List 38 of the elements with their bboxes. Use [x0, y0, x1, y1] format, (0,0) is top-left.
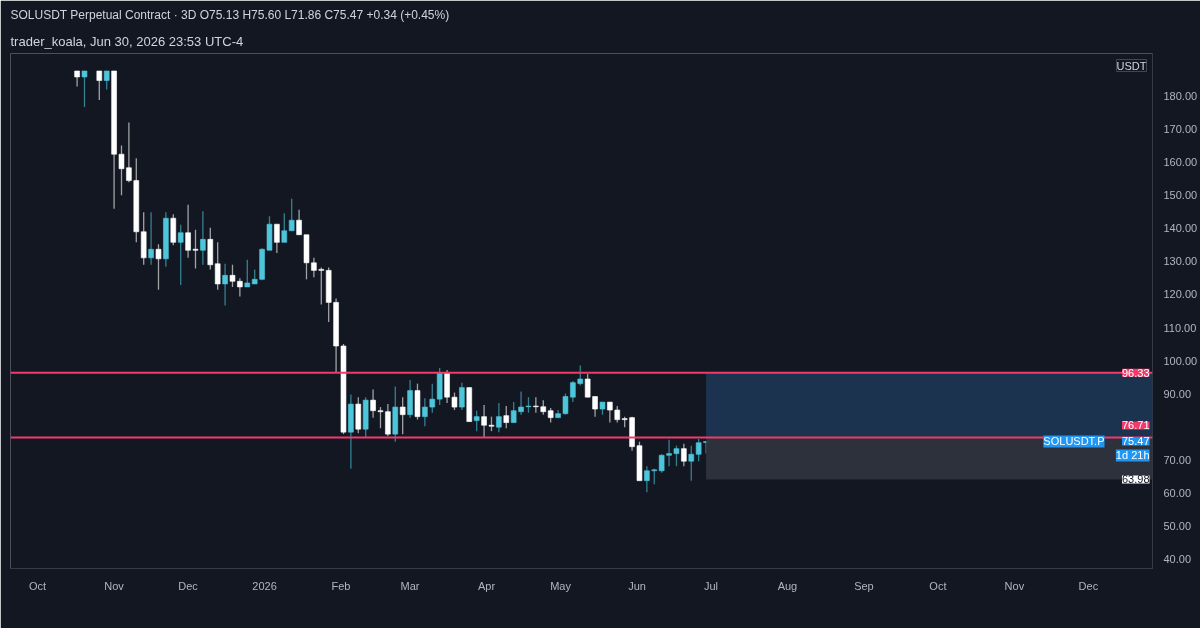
- ref-line-label: 96.33: [1121, 366, 1150, 379]
- y-tick-label: 60.00: [1163, 486, 1192, 499]
- chart-subtitle: SOLUSDT Perpetual Contract · 3D O75.13 H75.60 L71.86 C75.47 +0.34 (+0.45%): [10, 7, 450, 22]
- annotation: 75.47: [1121, 435, 1150, 448]
- y-tick-label: 150.00: [1163, 189, 1198, 202]
- y-tick-label: 160.00: [1163, 156, 1198, 169]
- x-tick-label: Feb: [331, 579, 351, 592]
- x-tick-label: 2026: [252, 579, 277, 592]
- x-tick-label: Dec: [178, 579, 199, 592]
- y-tick-label: 70.00: [1163, 453, 1192, 466]
- annotation: 1d 21h: [1115, 449, 1150, 462]
- y-tick-label: 110.00: [1163, 321, 1197, 334]
- y-tick-label: 140.00: [1163, 222, 1198, 235]
- y-tick-label: 120.00: [1163, 288, 1198, 301]
- x-tick-label: Sep: [854, 579, 874, 592]
- y-tick-label: 90.00: [1163, 387, 1192, 400]
- y-tick-label: 130.00: [1163, 255, 1198, 268]
- x-tick-label: Jul: [703, 579, 719, 592]
- chart-title: trader_koala, Jun 30, 2026 23:53 UTC-4: [10, 33, 244, 49]
- annotation: SOLUSDT.P: [1043, 435, 1105, 448]
- x-tick-label: Dec: [1078, 579, 1099, 592]
- x-tick-label: Mar: [400, 579, 420, 592]
- x-tick-label: Oct: [929, 579, 947, 592]
- y-tick-label: 180.00: [1163, 90, 1198, 103]
- annotation: USDT: [1116, 59, 1147, 72]
- x-tick-label: Jun: [628, 579, 646, 592]
- y-tick-label: 170.00: [1163, 123, 1198, 136]
- y-tick-label: 40.00: [1163, 552, 1192, 565]
- x-tick-label: May: [550, 579, 572, 592]
- x-tick-label: Nov: [104, 579, 125, 592]
- x-tick-label: Nov: [1004, 579, 1025, 592]
- annotation: 63.98: [1121, 473, 1150, 486]
- y-tick-label: 50.00: [1163, 519, 1192, 532]
- x-tick-label: Apr: [477, 579, 496, 592]
- x-tick-label: Oct: [29, 579, 47, 592]
- y-tick-label: 100.00: [1163, 354, 1198, 367]
- ref-line-label: 76.71: [1121, 419, 1150, 432]
- x-tick-label: Aug: [777, 579, 798, 592]
